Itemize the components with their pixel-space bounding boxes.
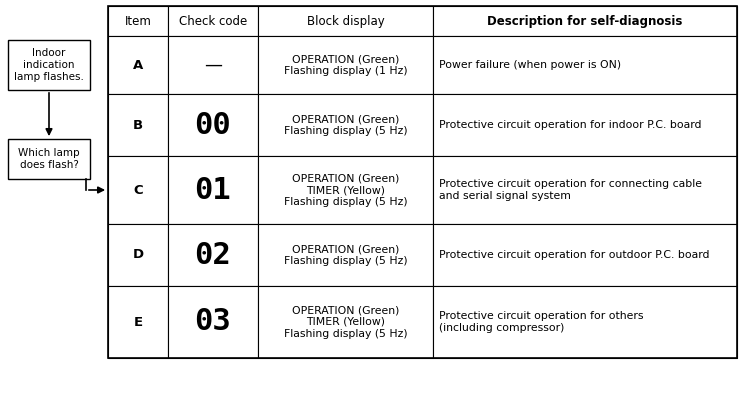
Text: Item: Item [124,15,151,28]
Bar [168,94,258,156]
Bar [108,224,168,286]
Text: 00: 00 [195,110,231,139]
Text: 02: 02 [195,240,231,269]
Text: A: A [133,58,143,71]
Text: 03: 03 [195,307,231,336]
Bar [433,286,737,358]
Bar [433,156,737,224]
Bar [433,224,737,286]
Bar [108,36,168,94]
Text: E: E [133,316,142,329]
Text: OPERATION (Green)
TIMER (Yellow)
Flashing display (5 Hz): OPERATION (Green) TIMER (Yellow) Flashin… [284,173,408,206]
Bar [108,286,168,358]
Text: Which lamp
does flash?: Which lamp does flash? [19,148,80,170]
Bar [8,139,90,179]
Text: OPERATION (Green)
TIMER (Yellow)
Flashing display (5 Hz): OPERATION (Green) TIMER (Yellow) Flashin… [284,305,408,338]
Text: Protective circuit operation for others
(including compressor): Protective circuit operation for others … [439,311,643,333]
Bar [258,286,433,358]
Text: Indoor
indication
lamp flashes.: Indoor indication lamp flashes. [14,48,84,82]
Bar [168,6,258,36]
Bar [433,6,737,36]
Bar [258,224,433,286]
Bar [108,6,737,358]
Bar [108,6,168,36]
Bar [258,156,433,224]
Text: OPERATION (Green)
Flashing display (5 Hz): OPERATION (Green) Flashing display (5 Hz… [284,114,408,136]
Text: D: D [133,249,144,262]
Bar [168,224,258,286]
Bar [258,36,433,94]
Bar [433,36,737,94]
Text: B: B [133,119,143,132]
Text: —: — [204,56,222,74]
Text: OPERATION (Green)
Flashing display (5 Hz): OPERATION (Green) Flashing display (5 Hz… [284,244,408,266]
Text: Protective circuit operation for connecting cable
and serial signal system: Protective circuit operation for connect… [439,179,702,201]
Bar [168,156,258,224]
Bar [258,6,433,36]
Text: 01: 01 [195,175,231,204]
Bar [108,94,168,156]
Text: Block display: Block display [307,15,385,28]
Text: Check code: Check code [179,15,247,28]
Text: Description for self-diagnosis: Description for self-diagnosis [488,15,682,28]
Text: C: C [133,184,143,197]
Text: Protective circuit operation for outdoor P.C. board: Protective circuit operation for outdoor… [439,250,709,260]
Text: OPERATION (Green)
Flashing display (1 Hz): OPERATION (Green) Flashing display (1 Hz… [284,54,408,76]
Text: Power failure (when power is ON): Power failure (when power is ON) [439,60,621,70]
Bar [168,286,258,358]
Bar [168,36,258,94]
Text: Protective circuit operation for indoor P.C. board: Protective circuit operation for indoor … [439,120,702,130]
Bar [258,94,433,156]
Bar [108,156,168,224]
Bar [8,40,90,90]
Bar [433,94,737,156]
